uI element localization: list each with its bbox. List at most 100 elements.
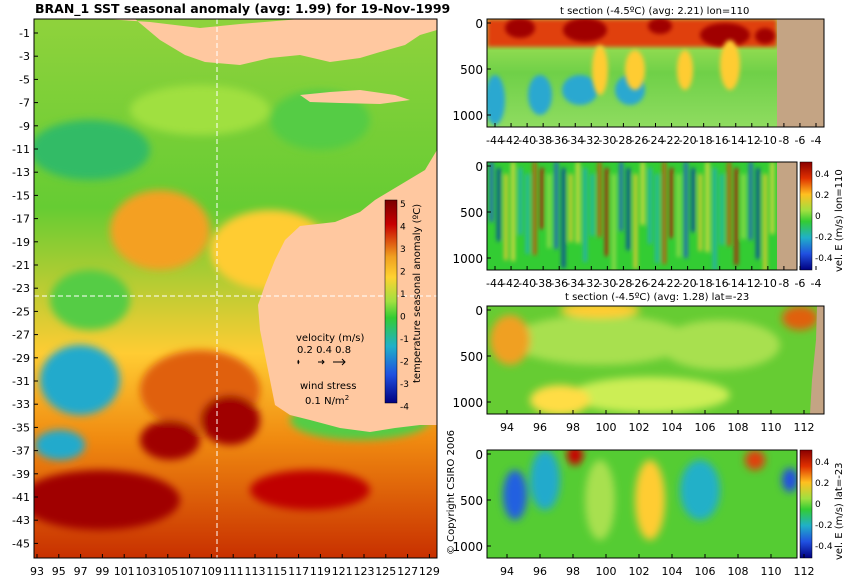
velocity-stripe	[497, 168, 501, 241]
velocity-stripe	[626, 168, 630, 250]
map-y-tick-label: -19	[12, 236, 30, 249]
velocity-stripe	[662, 162, 666, 264]
colorbar-temp	[384, 199, 398, 404]
anomaly-blobs	[34, 85, 430, 530]
colorbar-temp-tick: 0	[400, 313, 406, 323]
velocity-stripe	[742, 174, 745, 239]
velocity-stripe	[490, 162, 493, 222]
section-x-tick-label: 108	[728, 421, 749, 434]
map-x-tick-label: 99	[95, 565, 109, 578]
map-x-tick-label: 95	[52, 565, 66, 578]
map-y-tick-label: -9	[19, 120, 30, 133]
velocity-stripe	[526, 174, 529, 254]
section-x-tick-label: -10	[759, 277, 777, 290]
velocity-stripe	[619, 162, 623, 231]
sst-map: -1-3-5-7-9-11-13-15-17-19-21-23-25-27-29…	[12, 18, 440, 578]
section-x-tick-label: 112	[794, 421, 815, 434]
panel3-land	[810, 306, 824, 414]
map-y-tick-label: -7	[19, 97, 30, 110]
panel2-x-ticks: -44-42-40-38-36-34-32-30-28-26-24-22-20-…	[486, 266, 821, 290]
section-y-tick-label: 1000	[452, 396, 483, 410]
map-y-tick-label: -1	[19, 27, 30, 40]
panel1-x-ticks: -44-42-40-38-36-34-32-30-28-26-24-22-20-…	[486, 123, 821, 147]
velocity-stripe	[749, 162, 753, 240]
velocity-stripe	[540, 168, 544, 229]
colorbar-temp-tick: 2	[400, 268, 406, 278]
velocity-stripe	[504, 174, 508, 260]
colorbar-vel-tick: -0.4	[815, 254, 833, 264]
section-y-tick-label: 500	[460, 63, 483, 77]
map-y-tick-label: -15	[12, 189, 30, 202]
panel-temp-lat23: t section (-4.5ºC) (avg: 1.28) lat=-23 0…	[452, 292, 825, 434]
colorbar-vel-tick: 0	[815, 212, 821, 222]
colorbar-temp-tick: 5	[400, 200, 406, 210]
section-y-tick-label: 1000	[452, 109, 483, 123]
velocity-stripe	[734, 168, 738, 265]
velocity-stripe	[562, 168, 565, 268]
panel2-land	[777, 162, 797, 270]
panel3-title: t section (-4.5ºC) (avg: 1.28) lat=-23	[565, 292, 749, 303]
velocity-stripe	[612, 174, 616, 270]
section-x-tick-label: 112	[794, 565, 815, 578]
section-x-tick-label: -28	[614, 134, 632, 147]
map-x-tick-label: 107	[179, 565, 200, 578]
velocity-stripe	[655, 174, 659, 263]
map-y-tick-label: -25	[12, 305, 30, 318]
section-y-tick-label: 500	[460, 350, 483, 364]
map-x-tick-label: 123	[354, 565, 375, 578]
velocity-stripe	[720, 174, 724, 245]
chart-title: BRAN_1 SST seasonal anomaly (avg: 1.99) …	[35, 1, 451, 16]
map-x-tick-label: 111	[223, 565, 244, 578]
velocity-stripe	[533, 162, 537, 255]
map-x-tick-label: 109	[201, 565, 222, 578]
colorbar-temp-tick: -2	[400, 358, 409, 368]
map-y-tick-label: -45	[12, 537, 30, 550]
section-y-tick-label: 1000	[452, 540, 483, 554]
colorbar-temp-tick: 1	[400, 290, 406, 300]
section-x-tick-label: -4	[811, 277, 822, 290]
section-x-tick-label: -26	[630, 134, 648, 147]
map-y-tick-label: -5	[19, 73, 30, 86]
velocity-stripe	[605, 168, 609, 256]
section-x-tick-label: -20	[679, 134, 697, 147]
section-x-tick-label: -44	[486, 277, 504, 290]
section-y-tick-label: 0	[475, 160, 483, 174]
colorbar-temp-tick: -3	[400, 380, 409, 390]
map-x-tick-label: 105	[157, 565, 178, 578]
section-x-tick-label: -34	[566, 134, 584, 147]
panel2-y-ticks: 0 500 1000	[452, 160, 491, 266]
panel2-colorbar	[799, 161, 813, 271]
colorbar-temp-label: temperature seasonal anomaly (ºC)	[412, 204, 423, 383]
colorbar-temp-tick: -4	[400, 403, 409, 413]
section-x-tick-label: -18	[695, 277, 713, 290]
section-x-tick-label: 106	[695, 421, 716, 434]
section-x-tick-label: 104	[662, 565, 683, 578]
map-x-ticks: 93 95 97 99 101 103 105 107 109 111 113 115 117 119 12…	[30, 554, 440, 578]
colorbar-vel-tick: 0.2	[815, 479, 829, 489]
section-x-tick-label: -30	[598, 134, 616, 147]
panel4-colorbar-label: vel. E (m/s) lat=-23	[834, 462, 845, 560]
map-x-tick-label: 101	[114, 565, 135, 578]
map-y-tick-label: -29	[12, 352, 30, 365]
velocity-stripe	[770, 162, 774, 234]
map-y-tick-label: -27	[12, 329, 30, 342]
colorbar-vel-tick: -0.2	[815, 233, 833, 243]
panel4-x-ticks: 94 96 98 100 102 104 106 108 110 112	[500, 554, 815, 578]
colorbar-vel-tick: 0	[815, 500, 821, 510]
velocity-stripe	[670, 168, 673, 238]
map-x-tick-label: 121	[332, 565, 353, 578]
section-x-tick-label: -38	[534, 277, 552, 290]
section-x-tick-label: 94	[500, 421, 514, 434]
colorbar-temp-ticks: 5 4 3 2 1 0 -1 -2 -3 -4	[400, 200, 409, 413]
velocity-stripe	[576, 162, 580, 243]
velocity-stripe	[691, 168, 695, 232]
velocity-stripe	[598, 162, 601, 237]
colorbar-temp-tick: -1	[400, 335, 409, 345]
section-x-tick-label: -44	[486, 134, 504, 147]
colorbar-vel-tick: 0.4	[815, 458, 830, 468]
colorbar-vel-tick: 0.4	[815, 170, 830, 180]
section-x-tick-label: 98	[566, 421, 580, 434]
panel3-x-ticks: 94 96 98 100 102 104 106 108 110 112	[500, 410, 815, 434]
map-x-tick-label: 119	[310, 565, 331, 578]
section-x-tick-label: -22	[663, 134, 681, 147]
